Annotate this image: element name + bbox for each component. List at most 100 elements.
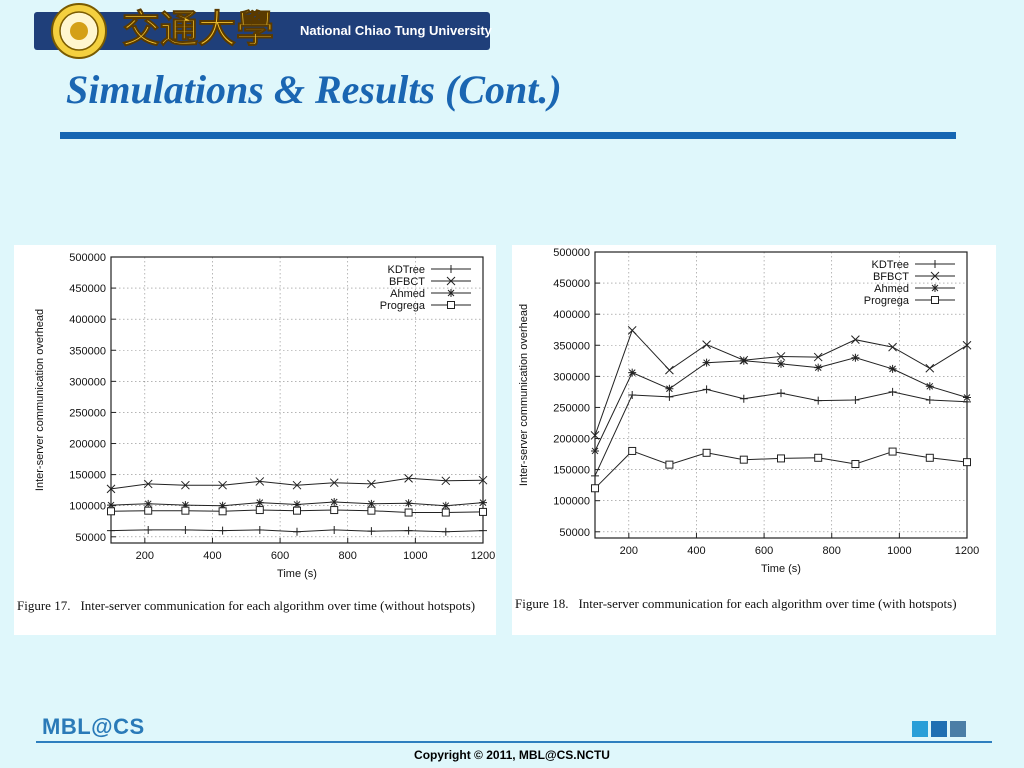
plus-marker xyxy=(479,526,487,535)
chart-without-hotspots: 50000 100000 150000 200000 250000 300000 35000… xyxy=(34,252,495,580)
x-marker xyxy=(143,479,153,489)
x-marker xyxy=(329,478,339,488)
plus-marker xyxy=(447,265,455,273)
grid xyxy=(111,256,484,543)
plus-marker xyxy=(777,389,785,398)
chart-with-hotspots: 50000 100000 150000 200000 250000 300000 35000… xyxy=(518,247,979,575)
square-marker xyxy=(479,507,487,516)
legend-label: BFBCT xyxy=(873,271,909,283)
figure-caption-text: Inter-server communication for each algo… xyxy=(80,598,476,613)
series-progrega xyxy=(107,506,487,517)
x-marker xyxy=(367,479,376,489)
square-marker xyxy=(447,301,455,309)
series-line xyxy=(110,477,484,490)
y-tick-label: 200000 xyxy=(69,439,106,451)
x-marker xyxy=(446,276,456,286)
series-line xyxy=(594,329,968,436)
star-marker xyxy=(963,393,971,402)
legend-label: BFBCT xyxy=(389,276,425,288)
copyright-text: Copyright © 2011, MBL@CS.NCTU xyxy=(414,748,610,762)
y-tick-label: 450000 xyxy=(69,283,106,295)
series-line xyxy=(594,357,968,452)
plus-marker xyxy=(107,526,115,535)
square-marker xyxy=(218,507,227,516)
legend-label: Ahmed xyxy=(874,283,909,295)
series-kdtree xyxy=(107,525,487,536)
plus-marker xyxy=(814,396,823,405)
x-marker xyxy=(930,271,940,281)
star-marker xyxy=(888,364,897,373)
y-tick-label: 350000 xyxy=(69,345,106,357)
square-marker xyxy=(107,507,115,516)
plus-marker xyxy=(665,392,674,401)
title-divider xyxy=(60,132,956,139)
y-tick-label: 300000 xyxy=(553,371,590,383)
y-tick-label: 350000 xyxy=(553,340,590,352)
figure-caption-text: Inter-server communication for each algo… xyxy=(578,596,957,611)
x-marker xyxy=(181,480,190,490)
plus-marker xyxy=(888,387,897,396)
y-tick-label: 150000 xyxy=(553,465,590,477)
star-marker xyxy=(293,500,301,509)
square-marker xyxy=(181,506,190,515)
legend-label: Progrega xyxy=(380,300,426,312)
square-marker xyxy=(144,506,153,515)
x-marker xyxy=(627,325,637,335)
figure-panel-17: 50000 100000 150000 200000 250000 300000 35000… xyxy=(14,245,496,635)
square-3 xyxy=(950,721,966,737)
square-marker xyxy=(777,454,785,463)
square-marker xyxy=(665,460,674,469)
y-tick-label: 50000 xyxy=(75,532,106,544)
x-marker xyxy=(851,335,860,345)
star-marker xyxy=(107,501,115,510)
grid xyxy=(595,251,968,538)
plus-marker xyxy=(628,391,637,399)
y-tick-label: 200000 xyxy=(553,434,590,446)
square-marker xyxy=(702,448,711,457)
x-tick-label: 400 xyxy=(203,550,221,562)
figure-caption: Figure 17. Inter-server communication for… xyxy=(17,597,491,614)
y-tick-label: 300000 xyxy=(69,376,106,388)
x-tick-label: 600 xyxy=(271,550,289,562)
y-tick-label: 250000 xyxy=(553,402,590,414)
figure-caption: Figure 18. Inter-server communication for… xyxy=(515,595,991,612)
x-marker xyxy=(962,340,972,350)
plus-marker xyxy=(144,525,153,534)
square-marker xyxy=(963,458,971,467)
star-marker xyxy=(441,501,450,510)
svg-text:交通大學: 交通大學 xyxy=(122,7,274,50)
plot-frame xyxy=(110,256,484,544)
footer-divider xyxy=(36,741,992,743)
plus-marker xyxy=(181,525,190,534)
figure-number: Figure 17. xyxy=(17,598,71,613)
square-marker xyxy=(739,455,748,464)
star-marker xyxy=(404,499,413,508)
star-marker xyxy=(777,359,785,368)
university-seal-icon xyxy=(51,3,107,59)
y-tick-label: 100000 xyxy=(553,496,590,508)
x-tick-label: 200 xyxy=(620,545,638,557)
plus-marker xyxy=(851,395,860,404)
star-marker xyxy=(255,498,264,507)
plus-marker xyxy=(931,260,939,268)
series-bfbct xyxy=(590,325,972,440)
x-marker xyxy=(590,431,600,440)
square-marker xyxy=(293,506,301,515)
x-marker xyxy=(478,475,488,485)
decorative-squares xyxy=(912,721,969,742)
x-tick-label: 200 xyxy=(136,550,154,562)
x-tick-label: 1200 xyxy=(955,545,979,557)
university-name: National Chiao Tung University xyxy=(300,23,492,38)
star-marker xyxy=(851,353,860,362)
plus-marker xyxy=(218,526,227,535)
star-marker xyxy=(665,384,674,393)
x-marker xyxy=(255,477,265,486)
y-axis-label: Inter-server communication overhead xyxy=(518,304,530,486)
x-tick-label: 600 xyxy=(755,545,773,557)
plus-marker xyxy=(702,385,711,394)
legend-label: Ahmed xyxy=(390,288,425,300)
square-marker xyxy=(888,447,897,456)
x-marker xyxy=(218,480,227,490)
y-tick-label: 450000 xyxy=(553,278,590,290)
plus-marker xyxy=(255,525,264,534)
